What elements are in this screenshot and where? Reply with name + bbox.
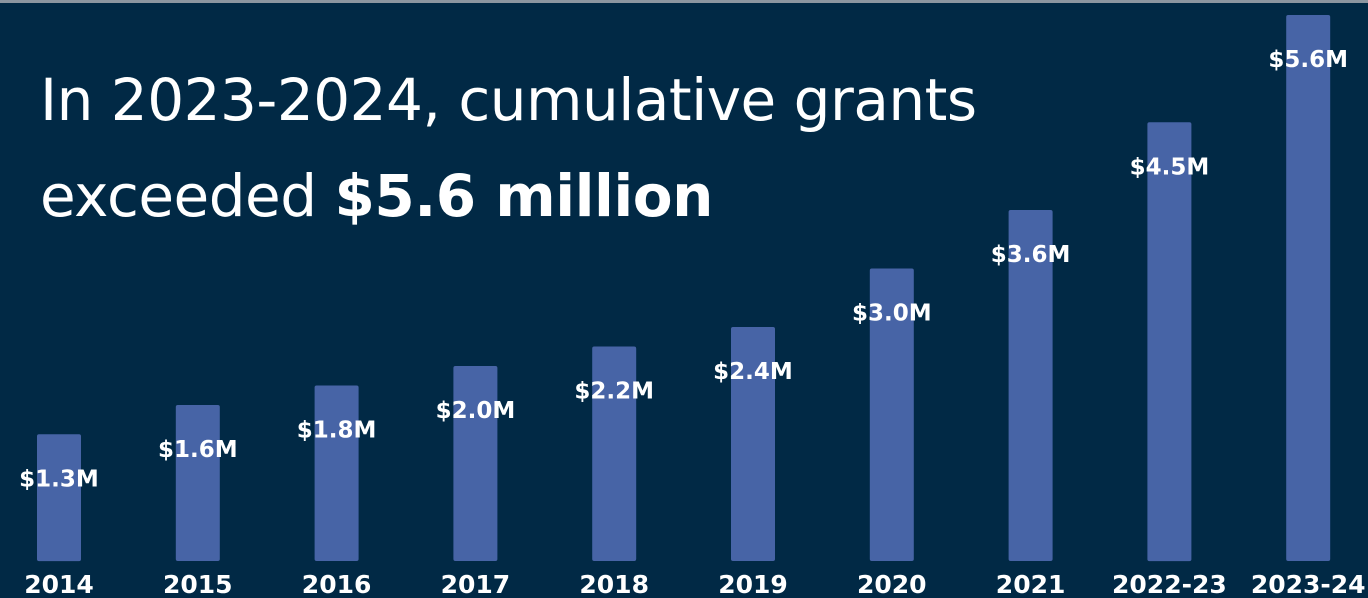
bar-2020 xyxy=(869,268,914,561)
top-divider xyxy=(0,0,1368,3)
headline-line-1: In 2023-2024, cumulative grants xyxy=(40,66,977,134)
x-tick-label-2023-24: 2023-24 xyxy=(1251,570,1366,598)
x-tick-label-2016: 2016 xyxy=(302,570,372,598)
value-label-2021: $3.6M xyxy=(991,242,1071,268)
bar-2021 xyxy=(1008,210,1053,561)
x-tick-label-2021: 2021 xyxy=(996,570,1066,598)
value-label-2019: $2.4M xyxy=(713,359,793,385)
value-label-2016: $1.8M xyxy=(297,418,377,444)
x-tick-label-2020: 2020 xyxy=(857,570,927,598)
x-tick-label-2015: 2015 xyxy=(163,570,233,598)
bar-2018 xyxy=(592,346,637,561)
value-label-2020: $3.0M xyxy=(852,301,932,327)
value-label-2022-23: $4.5M xyxy=(1130,154,1210,180)
bar-2022-23 xyxy=(1147,122,1192,562)
value-label-2017: $2.0M xyxy=(436,398,516,424)
value-label-2015: $1.6M xyxy=(158,437,238,463)
x-tick-label-2019: 2019 xyxy=(718,570,788,598)
bar-2017 xyxy=(453,366,498,561)
value-label-2014: $1.3M xyxy=(19,466,99,492)
bar-2014 xyxy=(37,434,81,562)
bar-group xyxy=(37,15,1331,562)
x-tick-label-2018: 2018 xyxy=(579,570,649,598)
bar-2015 xyxy=(175,405,220,561)
bar-2023-24 xyxy=(1286,15,1331,561)
value-label-2023-24: $5.6M xyxy=(1268,47,1348,73)
x-tick-label-2022-23: 2022-23 xyxy=(1112,570,1227,598)
bar-2019 xyxy=(731,327,775,561)
headline-line-2-prefix: exceeded xyxy=(40,162,335,230)
bar-2016 xyxy=(314,385,359,561)
x-axis-label-group: 2014 2015 2016 2017 2018 2019 2020 2021 2022-23 2… xyxy=(24,570,1365,598)
chart-headline: In 2023-2024, cumulative grants exceeded… xyxy=(40,52,1040,244)
x-tick-label-2017: 2017 xyxy=(441,570,511,598)
value-label-group: $1.3M $1.6M $1.8M $2.0M $2.2M $2.4M $3.0M $3.6M… xyxy=(19,47,1348,492)
headline-highlight: $5.6 million xyxy=(334,162,713,230)
x-tick-label-2014: 2014 xyxy=(24,570,94,598)
value-label-2018: $2.2M xyxy=(574,379,654,405)
